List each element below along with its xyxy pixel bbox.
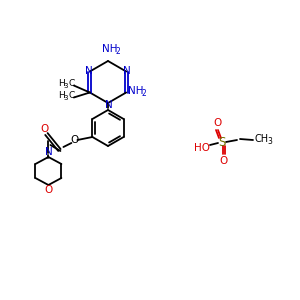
Text: N: N [105,100,113,110]
Text: NH: NH [128,85,144,95]
Text: O: O [44,185,52,195]
Text: HO: HO [194,143,210,153]
Text: CH: CH [255,134,269,144]
Text: O: O [220,156,228,166]
Text: 3: 3 [64,83,68,89]
Text: 3: 3 [64,95,68,101]
Text: C: C [69,91,75,100]
Text: O: O [40,124,49,134]
Text: 2: 2 [116,47,120,56]
Text: O: O [213,118,221,128]
Text: NH: NH [102,44,118,54]
Text: N: N [85,65,93,76]
Text: N: N [44,147,52,157]
Text: 3: 3 [268,137,272,146]
Text: N: N [123,65,131,76]
Text: 2: 2 [142,89,147,98]
Text: S: S [218,136,226,148]
Text: H: H [58,79,65,88]
Text: C: C [69,79,75,88]
Text: H: H [58,91,65,100]
Text: O: O [70,135,79,145]
